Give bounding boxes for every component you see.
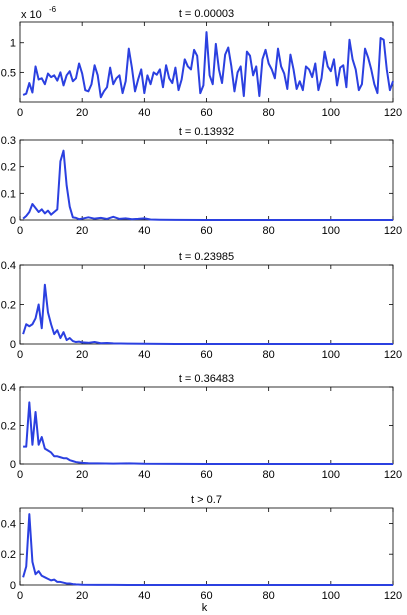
x-tick-label: 120: [384, 225, 402, 237]
x-tick-label: 100: [322, 349, 340, 361]
x-tick-label: 60: [200, 225, 212, 237]
axis-exponent-power: -6: [49, 5, 57, 14]
x-tick-label: 60: [200, 349, 212, 361]
x-tick-label: 0: [17, 469, 23, 481]
series-line: [22, 283, 393, 345]
y-tick-label: 0.5: [1, 67, 16, 79]
x-tick-label: 0: [17, 590, 23, 602]
x-tick-label: 120: [384, 590, 402, 602]
x-tick-label: 20: [76, 349, 88, 361]
y-tick-label: 0.1: [1, 188, 16, 200]
x-tick-label: 100: [322, 469, 340, 481]
axis-exponent-label: x 10: [21, 9, 42, 21]
y-tick-label: 0.2: [1, 549, 16, 561]
subplot-4: t = 0.36483 0 20 40 60 80 100 120 0 0.2 0.4: [1, 373, 402, 481]
x-tick-label: 60: [200, 107, 212, 119]
x-tick-label: 20: [76, 107, 88, 119]
x-tick-label: 20: [76, 469, 88, 481]
subplot-title: t = 0.13932: [179, 126, 234, 138]
x-tick-label: 20: [76, 225, 88, 237]
x-tick-label: 80: [263, 469, 275, 481]
x-tick-label: 0: [17, 225, 23, 237]
y-tick-label: 0.4: [1, 382, 16, 394]
subplot-3: t = 0.23985 0 20 40 60 80 100 120 0 0.2 0.4: [1, 251, 402, 361]
x-tick-label: 40: [138, 469, 150, 481]
y-tick-label: 0: [10, 339, 16, 351]
y-tick-label: 0.3: [1, 135, 16, 147]
x-tick-label: 80: [263, 107, 275, 119]
subplot-1: t = 0.00003 x 10 -6 0 20 40 60 80 100 120 0.5 1: [1, 5, 402, 119]
y-tick-label: 0: [10, 215, 16, 227]
subplot-2: t = 0.13932 0 20 40 60 80 100 120 0 0.1 0.2 0.3: [1, 126, 402, 237]
y-tick-label: 0: [10, 459, 16, 471]
y-tick-label: 0.2: [1, 300, 16, 312]
axes-frame: [19, 507, 394, 586]
x-tick-label: 0: [17, 107, 23, 119]
axes-frame: [19, 139, 394, 221]
x-tick-label: 60: [200, 469, 212, 481]
x-tick-label: 40: [138, 590, 150, 602]
x-tick-label: 40: [138, 225, 150, 237]
y-tick-label: 0.4: [1, 260, 16, 272]
y-tick-label: 0.4: [1, 518, 16, 530]
x-tick-label: 100: [322, 225, 340, 237]
series-line: [23, 401, 393, 465]
y-tick-label: 0: [10, 580, 16, 592]
x-tick-label: 120: [384, 469, 402, 481]
x-tick-label: 20: [76, 590, 88, 602]
x-tick-label: 80: [263, 225, 275, 237]
x-tick-label: 100: [322, 107, 340, 119]
subplot-title: t = 0.23985: [179, 251, 234, 263]
x-tick-label: 40: [138, 107, 150, 119]
x-tick-label: 80: [263, 349, 275, 361]
series-line: [22, 149, 393, 221]
x-tick-label: 40: [138, 349, 150, 361]
x-tick-label: 120: [384, 107, 402, 119]
subplot-title: t = 0.36483: [179, 373, 234, 385]
y-tick-label: 0.2: [1, 421, 16, 433]
x-tick-label: 60: [200, 590, 212, 602]
series-line: [22, 513, 393, 586]
subplot-title: t = 0.00003: [179, 8, 234, 20]
x-tick-label: 100: [322, 590, 340, 602]
subplot-5: t > 0.7 0 20 40 60 80 100 120 0 0.2 0.4: [1, 494, 402, 602]
x-tick-label: 80: [263, 590, 275, 602]
x-tick-label: 120: [384, 349, 402, 361]
y-tick-label: 1: [10, 38, 16, 50]
x-axis-label: k: [202, 602, 208, 614]
x-tick-label: 0: [17, 349, 23, 361]
axes-frame: [19, 264, 394, 345]
axes-frame: [19, 386, 394, 465]
y-tick-label: 0.2: [1, 162, 16, 174]
subplot-title: t > 0.7: [191, 494, 222, 506]
series-line: [22, 31, 394, 99]
